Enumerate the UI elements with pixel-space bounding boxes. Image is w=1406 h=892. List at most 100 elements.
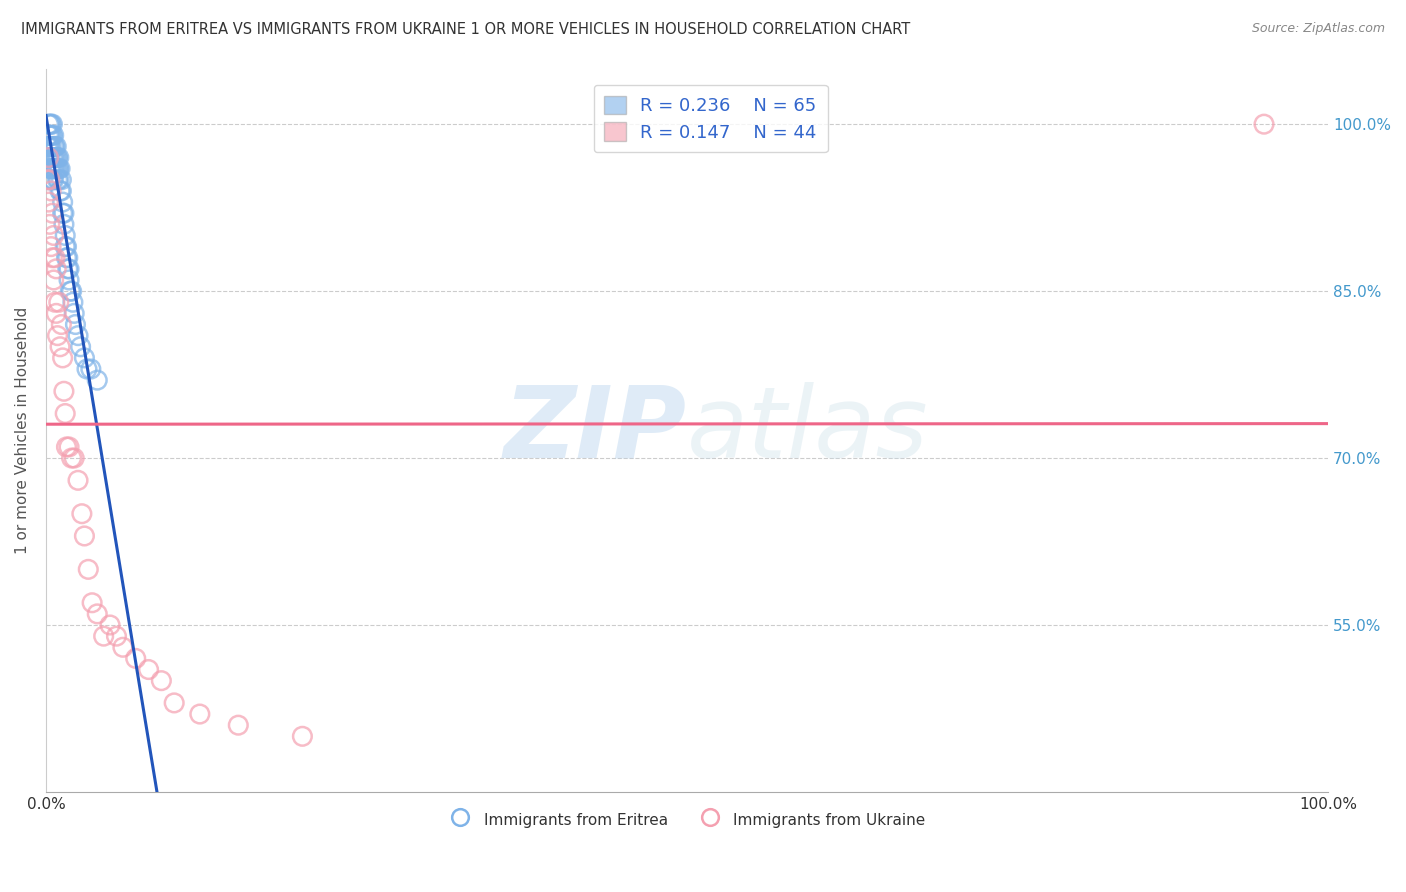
Point: [44, 139, 66, 153]
Point: [86, 373, 108, 387]
Point: [41, 206, 63, 220]
Point: [46, 161, 69, 176]
Point: [44, 295, 66, 310]
Point: [58, 261, 80, 276]
Point: [38, 117, 60, 131]
Point: [41, 151, 63, 165]
Point: [45, 261, 67, 276]
Point: [49, 184, 72, 198]
Point: [42, 151, 65, 165]
Point: [37, 151, 59, 165]
Point: [53, 239, 76, 253]
Point: [38, 195, 60, 210]
Point: [69, 340, 91, 354]
Text: IMMIGRANTS FROM ERITREA VS IMMIGRANTS FROM UKRAINE 1 OR MORE VEHICLES IN HOUSEHO: IMMIGRANTS FROM ERITREA VS IMMIGRANTS FR…: [21, 22, 910, 37]
Point: [45, 139, 67, 153]
Point: [138, 663, 160, 677]
Point: [51, 184, 73, 198]
Point: [76, 362, 98, 376]
Point: [56, 251, 79, 265]
Text: Source: ZipAtlas.com: Source: ZipAtlas.com: [1251, 22, 1385, 36]
Point: [58, 440, 80, 454]
Point: [38, 139, 60, 153]
Point: [42, 228, 65, 243]
Point: [105, 629, 128, 643]
Point: [52, 384, 75, 399]
Point: [38, 161, 60, 176]
Point: [52, 206, 75, 220]
Point: [77, 562, 100, 576]
Point: [63, 306, 86, 320]
Point: [38, 173, 60, 187]
Point: [46, 328, 69, 343]
Point: [55, 251, 77, 265]
Point: [86, 607, 108, 621]
Point: [45, 161, 67, 176]
Point: [38, 128, 60, 143]
Point: [38, 151, 60, 165]
Point: [55, 440, 77, 454]
Point: [52, 217, 75, 231]
Point: [42, 128, 65, 143]
Point: [93, 629, 115, 643]
Point: [39, 117, 62, 131]
Point: [188, 707, 211, 722]
Point: [98, 618, 121, 632]
Text: atlas: atlas: [688, 382, 929, 479]
Point: [73, 351, 96, 365]
Point: [42, 139, 65, 153]
Point: [52, 206, 75, 220]
Text: ZIP: ZIP: [505, 382, 688, 479]
Point: [1253, 117, 1275, 131]
Point: [59, 284, 82, 298]
Point: [66, 328, 89, 343]
Point: [60, 284, 83, 298]
Point: [38, 173, 60, 187]
Point: [51, 318, 73, 332]
Point: [291, 729, 314, 743]
Point: [46, 173, 69, 187]
Point: [125, 651, 148, 665]
Point: [70, 507, 93, 521]
Point: [226, 718, 249, 732]
Point: [73, 529, 96, 543]
Point: [62, 295, 84, 310]
Point: [82, 596, 104, 610]
Point: [41, 117, 63, 131]
Point: [49, 161, 72, 176]
Point: [38, 151, 60, 165]
Y-axis label: 1 or more Vehicles in Household: 1 or more Vehicles in Household: [15, 307, 30, 554]
Point: [38, 128, 60, 143]
Point: [48, 173, 70, 187]
Point: [42, 273, 65, 287]
Point: [37, 139, 59, 153]
Point: [37, 173, 59, 187]
Point: [48, 295, 70, 310]
Point: [163, 696, 186, 710]
Point: [52, 195, 75, 210]
Point: [48, 151, 70, 165]
Point: [41, 161, 63, 176]
Point: [42, 173, 65, 187]
Point: [44, 161, 66, 176]
Point: [41, 173, 63, 187]
Point: [63, 451, 86, 466]
Point: [41, 128, 63, 143]
Point: [38, 139, 60, 153]
Point: [65, 318, 87, 332]
Point: [39, 184, 62, 198]
Point: [38, 117, 60, 131]
Point: [52, 351, 75, 365]
Point: [42, 161, 65, 176]
Point: [38, 217, 60, 231]
Point: [56, 261, 79, 276]
Point: [66, 473, 89, 487]
Point: [53, 407, 76, 421]
Point: [39, 239, 62, 253]
Point: [58, 273, 80, 287]
Point: [39, 139, 62, 153]
Point: [45, 306, 67, 320]
Point: [39, 161, 62, 176]
Point: [60, 451, 83, 466]
Point: [46, 151, 69, 165]
